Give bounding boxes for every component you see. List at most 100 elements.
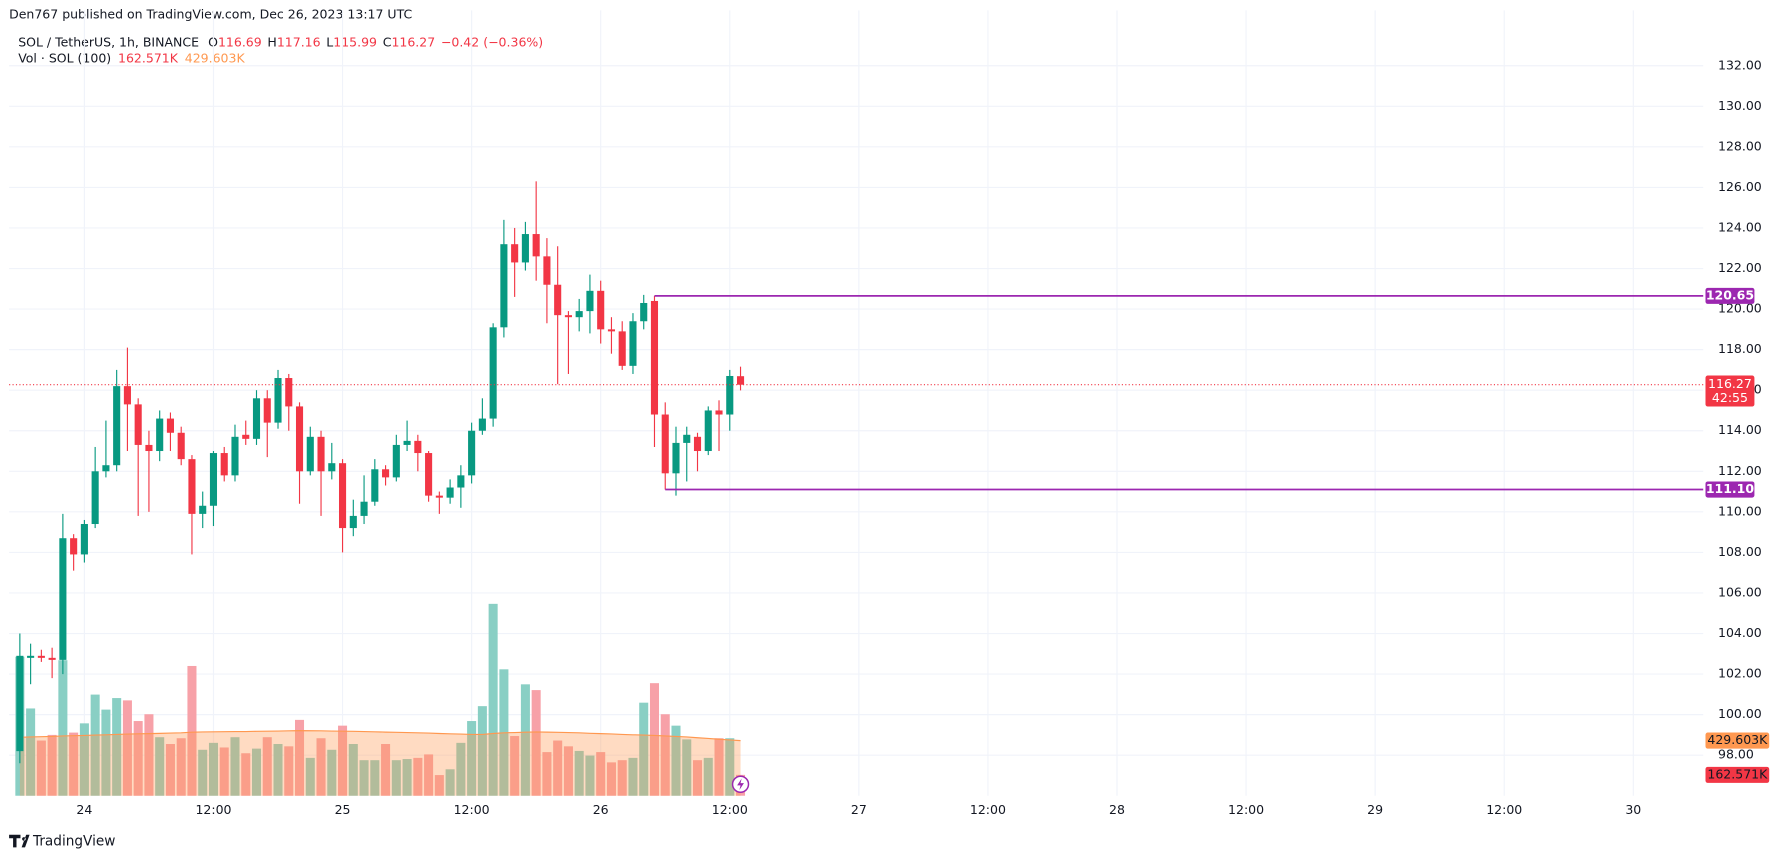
candle-body bbox=[650, 300, 659, 415]
volume-bar bbox=[628, 757, 638, 796]
volume-bar bbox=[510, 736, 520, 796]
volume-bar bbox=[424, 754, 434, 796]
y-tick-label: 106.00 bbox=[1718, 584, 1762, 599]
candle-body bbox=[177, 432, 185, 460]
volume-bar bbox=[208, 742, 218, 796]
volume-bar bbox=[660, 714, 670, 796]
x-tick-label: 29 bbox=[1367, 802, 1383, 817]
candle-body bbox=[672, 442, 680, 474]
volume-bar bbox=[273, 744, 283, 796]
legend-field-value: 117.16 bbox=[277, 34, 321, 49]
volume-bar bbox=[370, 760, 380, 796]
candle-body bbox=[37, 655, 45, 658]
candle-body bbox=[683, 434, 691, 443]
volume-bar bbox=[703, 757, 713, 796]
volume-bar bbox=[596, 752, 606, 796]
candle-body bbox=[457, 475, 465, 488]
legend-volume: Vol · SOL (100) 162.571K 429.603K bbox=[18, 50, 245, 65]
volume-bar bbox=[58, 660, 68, 796]
volume-bar bbox=[477, 706, 487, 796]
candle-body bbox=[80, 524, 88, 555]
volume-bar bbox=[488, 603, 498, 796]
candle-body bbox=[618, 331, 626, 366]
volume-bar bbox=[295, 719, 305, 796]
candle-body bbox=[134, 404, 142, 445]
volume-bar bbox=[574, 750, 584, 796]
volume-bar bbox=[327, 749, 337, 796]
volume-bar bbox=[230, 737, 240, 796]
volume-bar bbox=[69, 732, 79, 796]
volume-bar bbox=[241, 753, 251, 796]
level-label-box bbox=[1705, 481, 1755, 498]
candle-body bbox=[629, 321, 637, 366]
y-tick-label: 130.00 bbox=[1718, 98, 1762, 113]
candle-body bbox=[188, 459, 196, 514]
legend-volume-name: Vol · SOL (100) bbox=[18, 50, 111, 65]
legend-ohlc: SOL / TetherUS, 1h, BINANCEO116.69H117.1… bbox=[18, 34, 543, 49]
candle-body bbox=[263, 398, 271, 423]
volume-bar bbox=[467, 721, 477, 796]
volume-ma-area bbox=[19, 730, 741, 796]
volume-bar bbox=[112, 698, 122, 796]
volume-bar bbox=[338, 725, 348, 796]
volume-bar bbox=[359, 760, 369, 796]
volume-bar bbox=[649, 683, 659, 796]
candle-body bbox=[252, 398, 261, 439]
candle-body bbox=[199, 505, 207, 514]
candle-body bbox=[500, 244, 508, 328]
volume-bar bbox=[553, 740, 563, 796]
candle-body bbox=[575, 311, 583, 318]
candle-body bbox=[27, 655, 35, 658]
x-tick-label: 12:00 bbox=[970, 802, 1006, 817]
candle-body bbox=[360, 501, 368, 516]
volume-bar bbox=[316, 738, 326, 796]
volume-bar bbox=[531, 690, 541, 796]
volume-label-box bbox=[1705, 766, 1770, 783]
candle-body bbox=[640, 302, 648, 322]
candle-body bbox=[371, 469, 379, 502]
volume-bar bbox=[101, 709, 111, 796]
y-tick-label: 112.00 bbox=[1718, 463, 1762, 478]
legend-field-value: 116.27 bbox=[391, 34, 435, 49]
x-tick-label: 12:00 bbox=[195, 802, 231, 817]
legend-symbol: SOL / TetherUS, 1h, BINANCE bbox=[18, 34, 199, 49]
volume-ma-line bbox=[19, 730, 741, 742]
candle-body bbox=[16, 655, 24, 752]
candle-body bbox=[48, 657, 56, 660]
y-tick-label: 110.00 bbox=[1718, 503, 1762, 518]
volume-bar bbox=[26, 708, 36, 796]
alert-icon-bolt bbox=[737, 778, 744, 790]
candle-body bbox=[306, 436, 314, 472]
volume-bar bbox=[90, 694, 100, 796]
legend-volume-ma: 429.603K bbox=[185, 50, 246, 65]
candle-body bbox=[532, 234, 540, 257]
candle-body bbox=[91, 471, 99, 525]
volume-bar bbox=[520, 684, 530, 796]
x-tick-label: 28 bbox=[1109, 802, 1125, 817]
volume-bar bbox=[585, 755, 595, 796]
y-tick-label: 128.00 bbox=[1718, 138, 1762, 153]
volume-bar bbox=[542, 752, 552, 796]
volume-bar bbox=[381, 744, 391, 796]
volume-bar bbox=[262, 737, 272, 796]
volume-bar bbox=[144, 714, 154, 796]
candle-body bbox=[726, 375, 734, 415]
y-tick-label: 122.00 bbox=[1718, 260, 1762, 275]
x-tick-label: 12:00 bbox=[1228, 802, 1264, 817]
volume-bar bbox=[122, 700, 132, 796]
candle-body bbox=[425, 453, 433, 496]
candle-body bbox=[166, 418, 174, 433]
footer-logo bbox=[9, 834, 30, 848]
candle-body bbox=[414, 440, 422, 454]
candle-body bbox=[435, 495, 443, 498]
candle-body bbox=[521, 234, 529, 263]
volume-bar bbox=[617, 760, 627, 796]
legend-field-name: H bbox=[267, 34, 276, 49]
volume-bar bbox=[133, 721, 143, 796]
candle-body bbox=[478, 418, 486, 431]
candle-body bbox=[564, 315, 572, 318]
volume-bar bbox=[682, 739, 692, 796]
candle-body bbox=[59, 538, 67, 660]
volume-bar bbox=[79, 723, 89, 796]
volume-bar bbox=[348, 744, 358, 796]
